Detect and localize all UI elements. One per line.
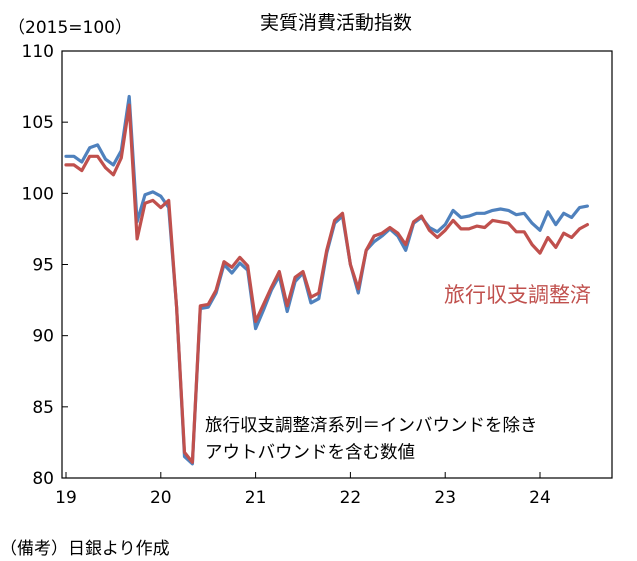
tick-labels: 80 85 90 95 100 105 110 19 20 21 22 23 24 (22, 42, 551, 508)
unit-label: （2015=100） (8, 18, 132, 38)
x-tick-label: 24 (529, 488, 551, 508)
chart-title: 実質消費活動指数 (260, 12, 413, 34)
annotation-note: 旅行収支調整済系列＝インバウンドを除き アウトバウンドを含む数値 (205, 413, 625, 467)
series-line-travel-adjusted (64, 103, 590, 464)
x-tick-label: 20 (150, 488, 172, 508)
series-label: 旅行収支調整済 (444, 283, 591, 307)
y-tick-label: 85 (32, 398, 54, 418)
annotation-line-2: アウトバウンドを含む数値 (205, 443, 415, 463)
x-tick-label: 21 (245, 488, 267, 508)
y-tick-label: 90 (32, 327, 54, 347)
y-tick-label: 80 (32, 469, 54, 489)
annotation-line-1: 旅行収支調整済系列＝インバウンドを除き (205, 416, 538, 436)
x-tick-label: 23 (434, 488, 456, 508)
y-tick-label: 100 (22, 184, 54, 204)
x-tick-label: 19 (55, 488, 77, 508)
x-tick-label: 22 (340, 488, 362, 508)
axes (61, 50, 613, 479)
y-tick-label: 110 (22, 42, 54, 62)
y-tick-label: 105 (22, 113, 54, 133)
y-tick-label: 95 (32, 256, 54, 276)
series-lines (64, 94, 590, 466)
source-note: （備考）日銀より作成 (0, 539, 170, 559)
